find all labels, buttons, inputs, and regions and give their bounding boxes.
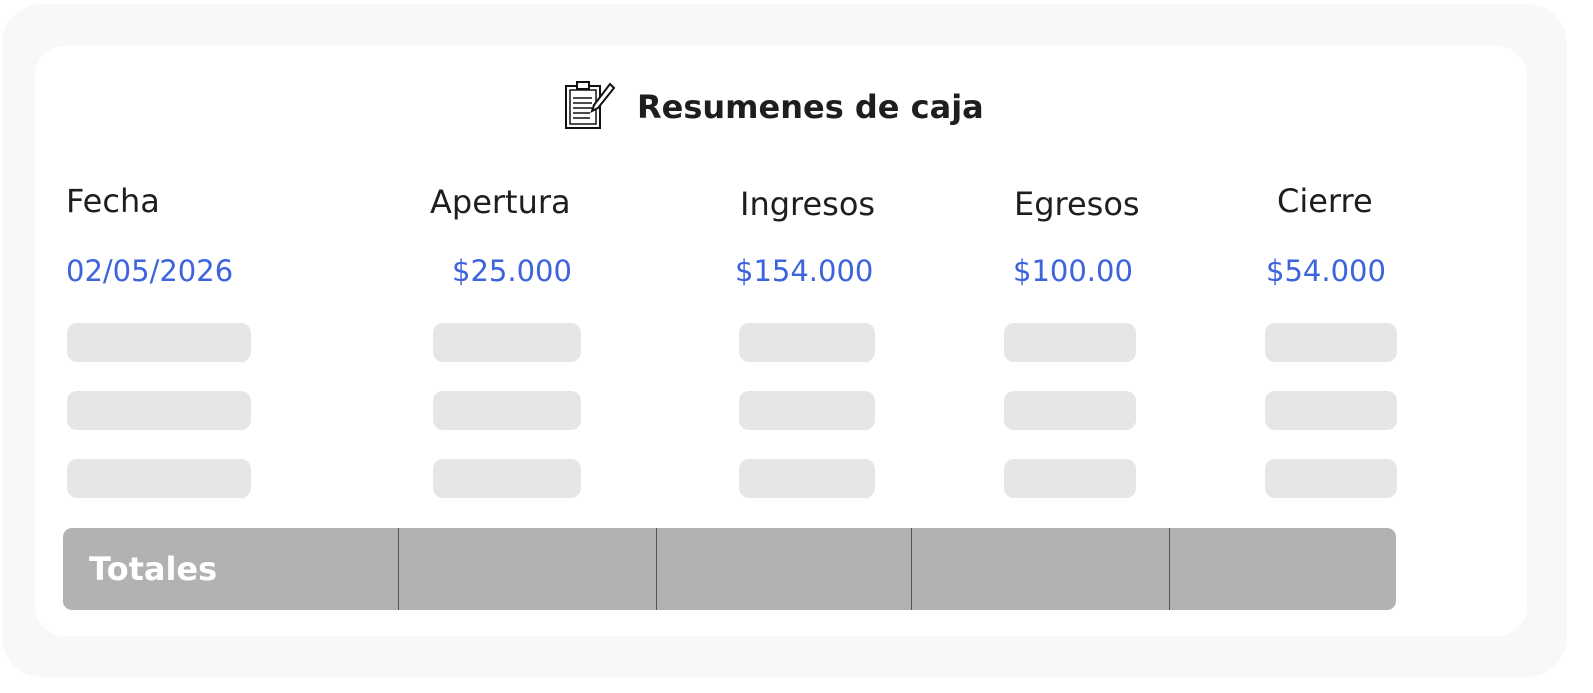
column-header-apertura: Apertura [430, 183, 571, 221]
column-header-ingresos: Ingresos [740, 185, 876, 223]
column-header-fecha: Fecha [66, 182, 160, 220]
skeleton-cell [739, 391, 875, 430]
cell-apertura: $25.000 [452, 254, 572, 288]
divider [911, 528, 912, 610]
skeleton-cell [1265, 323, 1397, 362]
skeleton-cell [433, 459, 581, 498]
skeleton-cell [1004, 323, 1136, 362]
cell-fecha: 02/05/2026 [66, 254, 234, 288]
divider [398, 528, 399, 610]
skeleton-cell [1004, 391, 1136, 430]
skeleton-cell [67, 391, 251, 430]
skeleton-cell [1004, 459, 1136, 498]
skeleton-cell [67, 323, 251, 362]
divider [1169, 528, 1170, 610]
skeleton-cell [433, 323, 581, 362]
skeleton-cell [1265, 459, 1397, 498]
skeleton-cell [739, 459, 875, 498]
page-title: Resumenes de caja [637, 88, 984, 126]
cell-cierre: $54.000 [1266, 254, 1386, 288]
skeleton-cell [1265, 391, 1397, 430]
totals-label: Totales [89, 550, 218, 588]
divider [656, 528, 657, 610]
column-header-egresos: Egresos [1014, 185, 1140, 223]
skeleton-cell [739, 323, 875, 362]
skeleton-cell [67, 459, 251, 498]
skeleton-cell [433, 391, 581, 430]
cell-egresos: $100.00 [1013, 254, 1133, 288]
totals-row [63, 528, 1396, 610]
cell-ingresos: $154.000 [735, 254, 874, 288]
clipboard-pencil-icon [565, 81, 616, 129]
column-header-cierre: Cierre [1277, 182, 1373, 220]
